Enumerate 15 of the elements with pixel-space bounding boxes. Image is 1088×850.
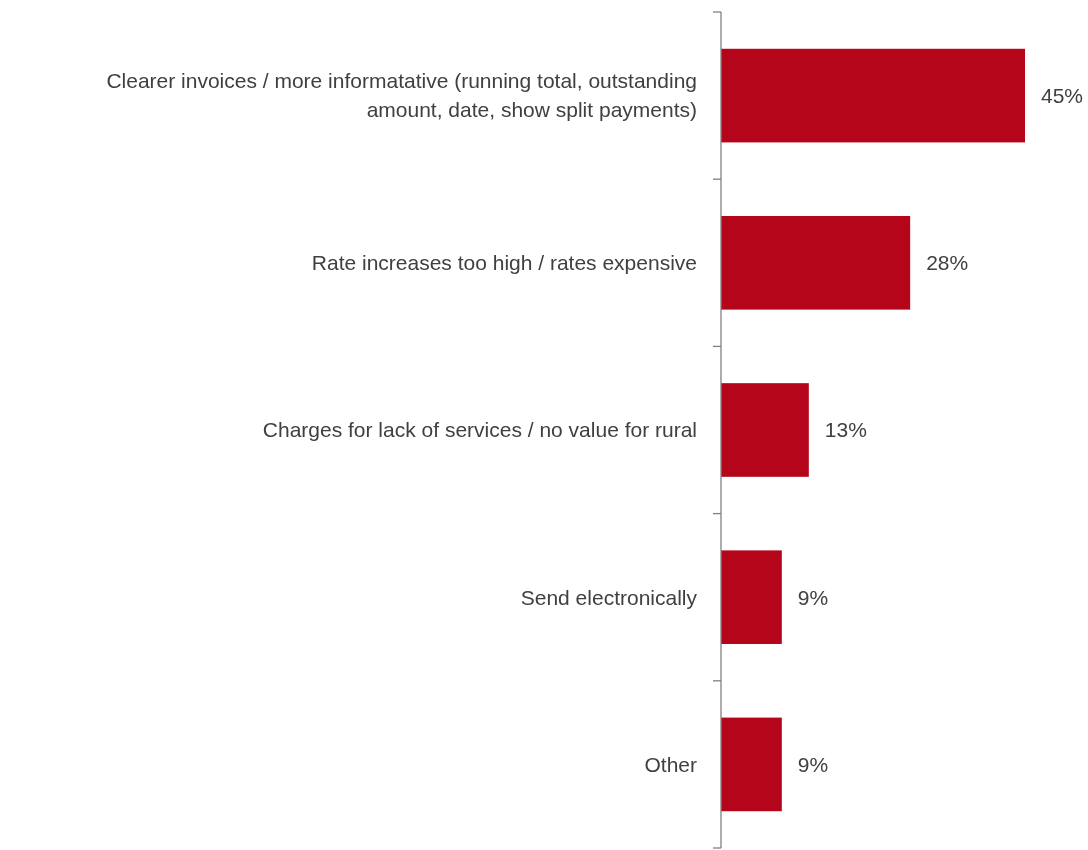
data-label: 9% [797, 752, 829, 776]
data-label: 45% [1041, 83, 1084, 107]
y-tick-label: Other [644, 752, 697, 776]
y-tick-label: Send electronically [520, 585, 698, 609]
y-tick-label: Rate increases too high / rates expensive [311, 251, 697, 275]
y-tick-label: Charges for lack of services / no value for rural [262, 418, 697, 442]
bar [721, 48, 1025, 143]
data-label: 9% [797, 585, 829, 609]
bar [721, 550, 782, 645]
bar [721, 383, 809, 477]
data-label: 13% [824, 418, 867, 442]
bar [721, 215, 911, 310]
data-label: 28% [926, 251, 969, 275]
bar [721, 717, 782, 812]
y-tick-label: Clearer invoices / more informatative (running total, outstanding amount, date, show split payments) [106, 69, 697, 122]
